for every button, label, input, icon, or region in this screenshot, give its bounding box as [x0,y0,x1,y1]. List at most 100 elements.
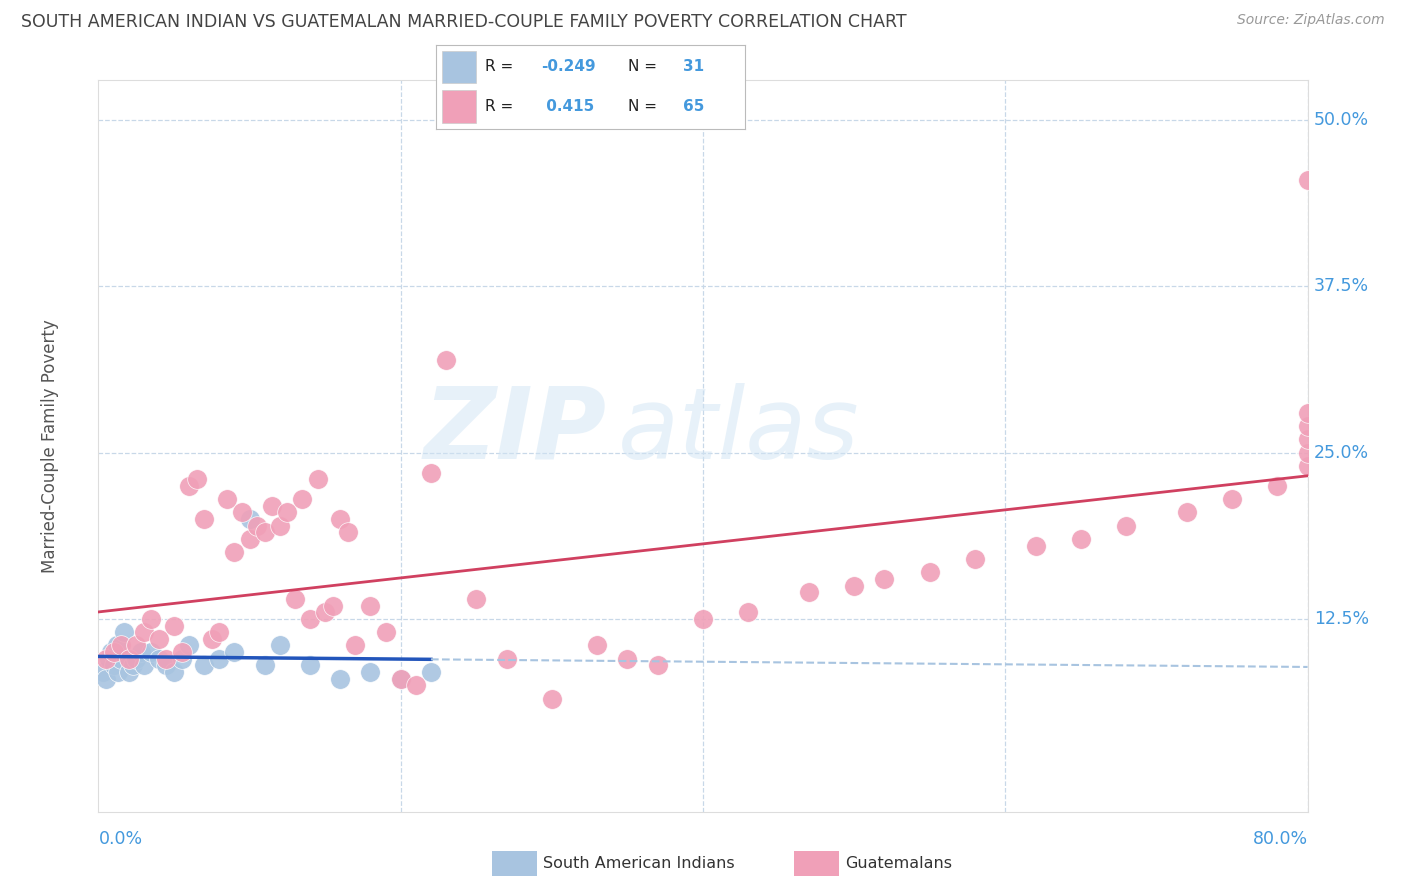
Point [329,672,352,686]
Point [1115,518,1137,533]
Point [132,658,155,673]
Point [1296,419,1319,434]
Point [246,518,269,533]
Point [291,492,314,507]
Point [208,652,231,666]
Point [1296,406,1319,420]
Point [737,605,759,619]
Point [434,352,457,367]
Point [374,625,396,640]
Point [1070,532,1092,546]
Point [336,525,359,540]
Point [155,652,177,666]
Point [94,652,117,666]
Point [329,512,352,526]
Point [1220,492,1243,507]
Point [307,472,329,486]
Point [1296,445,1319,459]
Point [100,645,122,659]
Bar [441,90,477,122]
Point [269,639,291,653]
Point [360,665,382,679]
Text: ZIP: ZIP [423,383,606,480]
Point [118,665,141,679]
Point [224,645,246,659]
Point [118,652,141,666]
Point [540,691,562,706]
Text: 65: 65 [683,99,704,114]
Point [91,665,114,679]
Point [1296,458,1319,473]
Text: Guatemalans: Guatemalans [845,856,952,871]
Point [170,652,193,666]
Point [231,506,253,520]
Point [1024,539,1046,553]
Point [110,652,132,666]
Point [98,652,121,666]
Text: 50.0%: 50.0% [1313,112,1369,129]
Point [132,625,155,640]
Point [692,612,714,626]
Point [314,605,336,619]
Bar [441,51,477,83]
Point [129,645,152,659]
Text: Married-Couple Family Poverty: Married-Couple Family Poverty [41,319,59,573]
Text: 31: 31 [683,59,704,74]
Point [918,566,941,580]
Point [141,645,163,659]
Point [103,645,125,659]
Point [208,625,231,640]
Point [873,572,896,586]
Text: SOUTH AMERICAN INDIAN VS GUATEMALAN MARRIED-COUPLE FAMILY POVERTY CORRELATION CH: SOUTH AMERICAN INDIAN VS GUATEMALAN MARR… [21,13,907,31]
Text: R =: R = [485,59,519,74]
Point [344,639,367,653]
Text: atlas: atlas [619,383,860,480]
Point [1296,173,1319,187]
Point [616,652,638,666]
Text: 0.415: 0.415 [541,99,595,114]
Text: South American Indians: South American Indians [543,856,734,871]
Point [389,672,412,686]
Point [322,599,344,613]
Point [170,645,193,659]
Text: R =: R = [485,99,519,114]
Point [253,658,276,673]
Point [1267,479,1289,493]
Point [844,579,866,593]
Point [405,678,427,692]
Point [94,672,117,686]
Point [193,512,215,526]
Point [148,652,170,666]
Point [125,652,148,666]
Text: 37.5%: 37.5% [1313,277,1369,295]
Point [465,591,488,606]
Text: N =: N = [627,59,661,74]
Point [163,665,186,679]
Point [284,591,307,606]
Text: 25.0%: 25.0% [1313,443,1369,462]
Point [420,665,443,679]
Point [201,632,224,646]
Point [103,658,125,673]
Point [420,466,443,480]
Point [125,639,148,653]
Point [276,506,298,520]
Text: 80.0%: 80.0% [1253,830,1308,848]
Text: 0.0%: 0.0% [98,830,142,848]
Point [155,658,177,673]
Text: 12.5%: 12.5% [1313,610,1369,628]
Point [965,552,987,566]
Text: N =: N = [627,99,661,114]
Point [299,612,322,626]
Point [262,499,284,513]
Point [647,658,669,673]
Point [105,639,128,653]
Point [122,658,145,673]
Point [141,612,163,626]
Point [495,652,517,666]
Point [163,618,186,632]
Point [110,639,132,653]
Point [148,632,170,646]
Point [107,665,129,679]
Point [224,545,246,559]
